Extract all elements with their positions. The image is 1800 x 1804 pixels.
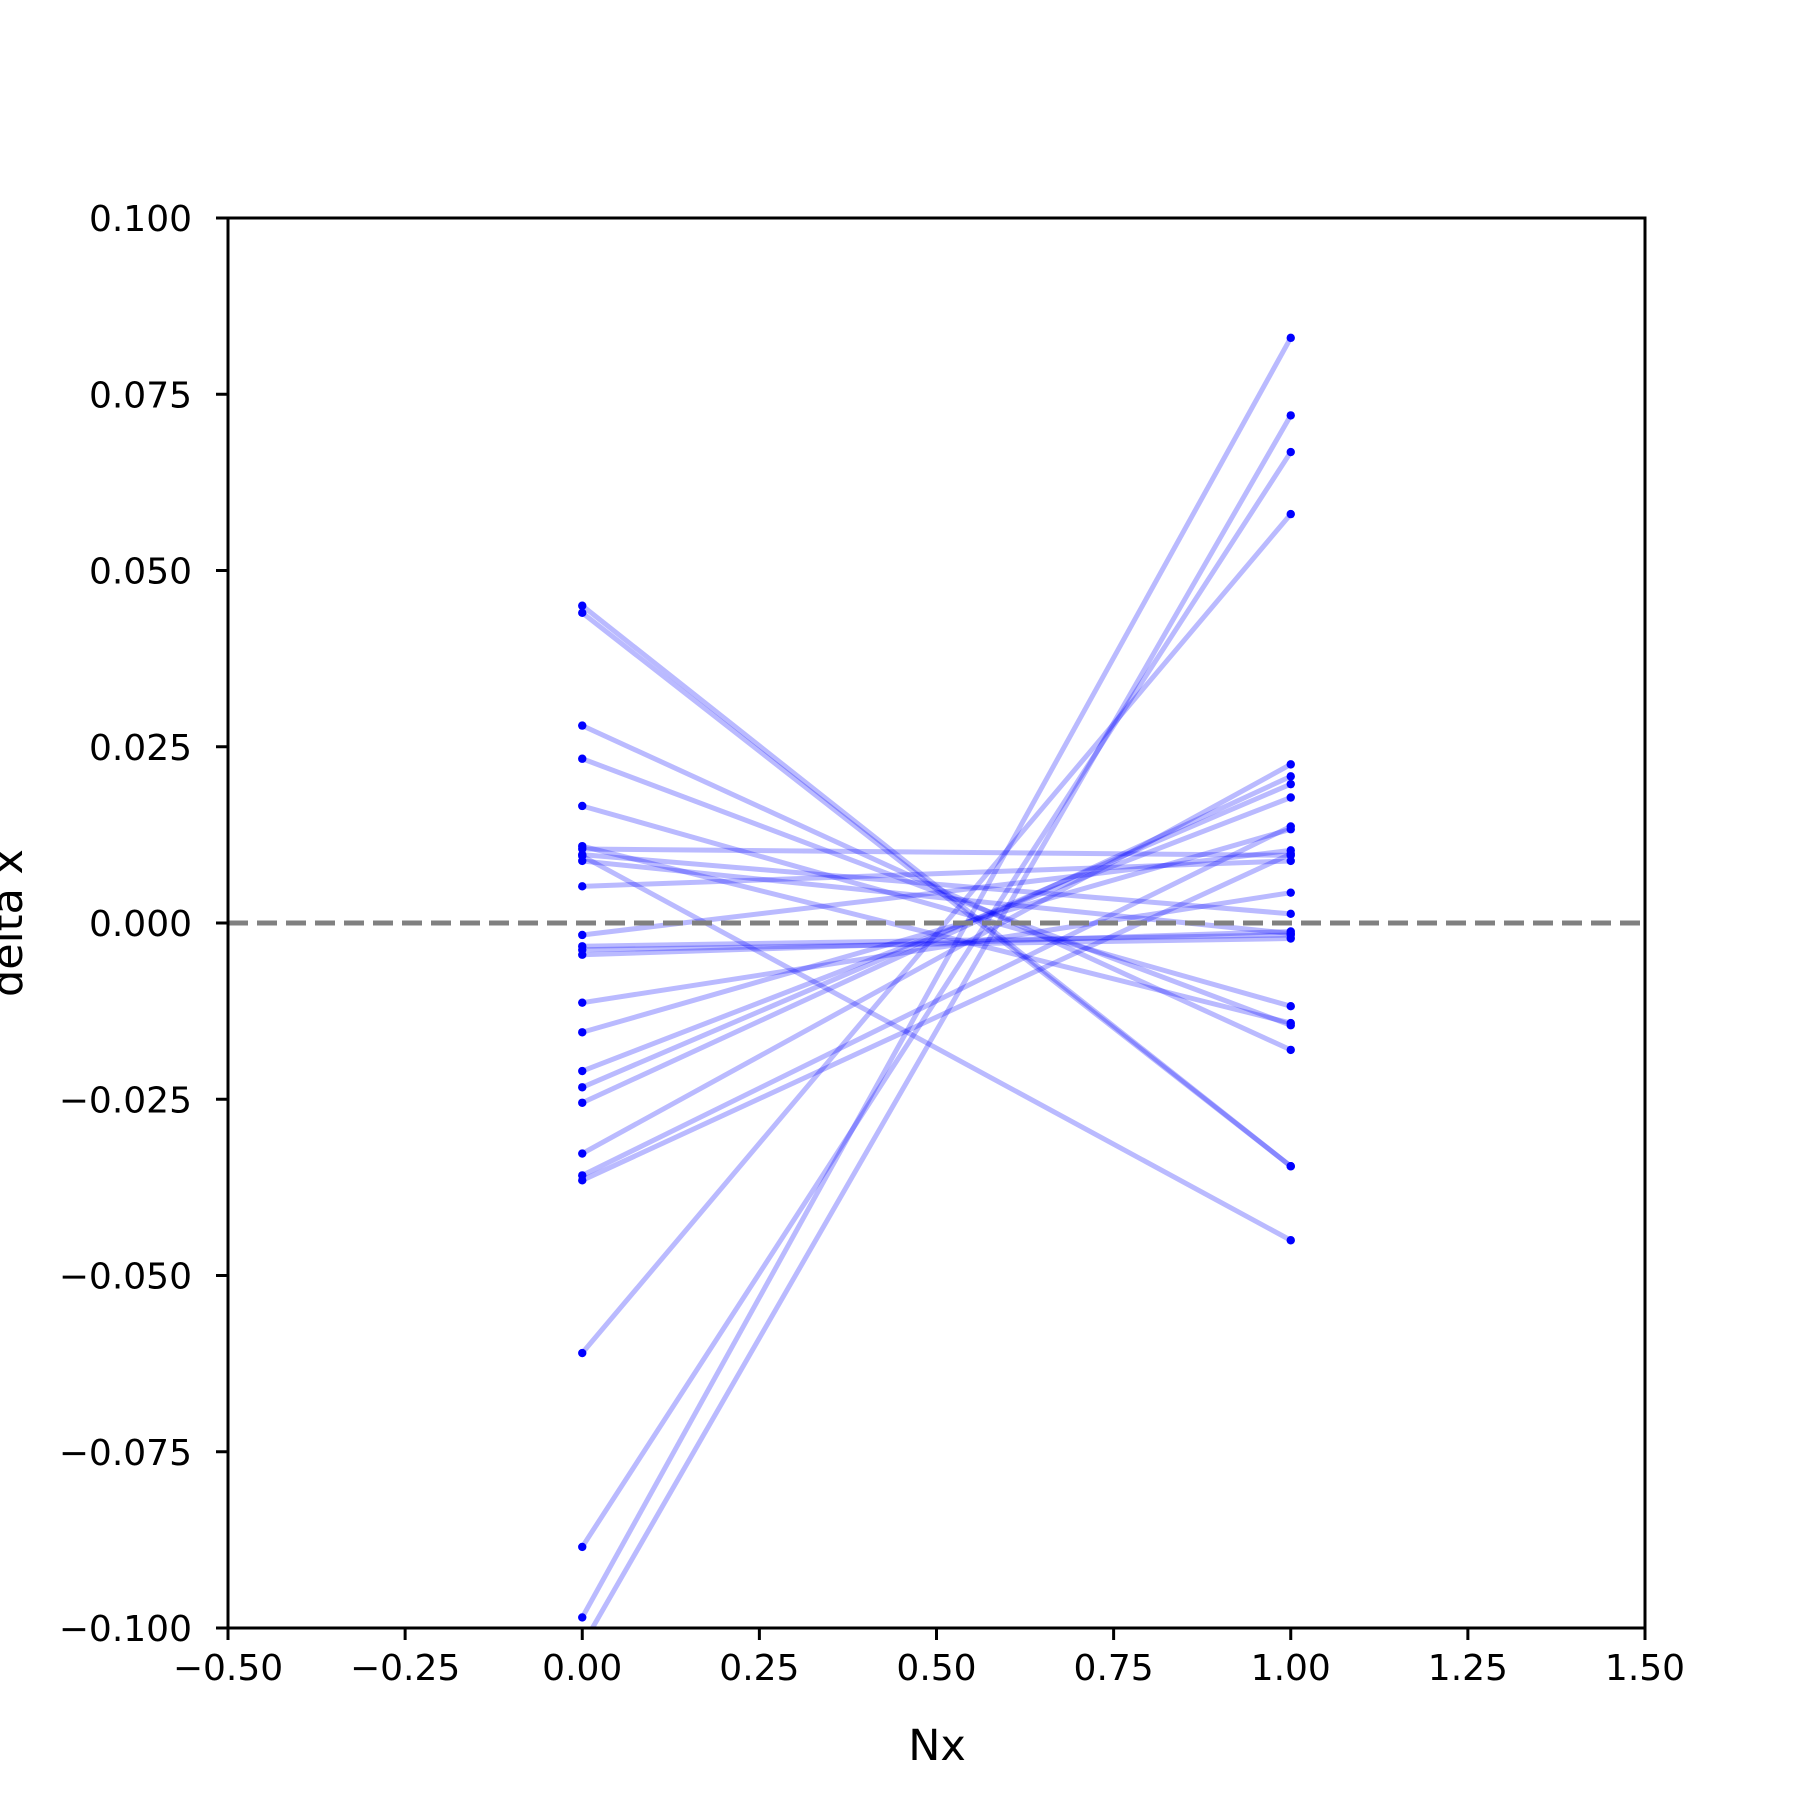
data-point-27-end: [1286, 1236, 1295, 1245]
data-point-14-end: [1286, 927, 1295, 936]
data-point-22-start: [578, 1176, 587, 1185]
data-point-17-start: [578, 1066, 587, 1076]
series-line-13: [582, 936, 1291, 953]
data-point-16-start: [578, 1028, 587, 1037]
series-line-19: [581, 774, 1292, 1106]
data-point-15-end: [1286, 888, 1295, 897]
y-tick-label: −0.100: [59, 1609, 192, 1650]
data-point-20-end: [1286, 760, 1295, 769]
data-point-23-end: [1286, 509, 1295, 519]
data-point-11-start: [578, 930, 587, 940]
y-tick-label: −0.025: [59, 1080, 192, 1121]
data-point-4-start: [578, 754, 587, 763]
series-line-1: [580, 603, 1293, 1169]
data-point-20-start: [578, 1149, 587, 1158]
data-point-3-end: [1286, 1045, 1295, 1055]
axis-ticks: −0.50 −0.25 0.00 0.25 0.50 0.75 1.00 1.25 1.50 0.…: [59, 199, 1685, 1689]
series-line-17: [581, 795, 1292, 1074]
data-point-1-start: [578, 601, 587, 610]
series-line-15: [581, 890, 1292, 1006]
data-point-26-end: [1286, 411, 1295, 420]
data-point-14-start: [578, 950, 587, 959]
data-point-10-end: [1286, 856, 1295, 866]
x-tick-label: 1.50: [1605, 1648, 1685, 1689]
series-line-24: [580, 450, 1293, 1549]
series-line-14: [582, 928, 1291, 958]
data-point-15-start: [578, 998, 587, 1007]
data-point-6-end: [1286, 1018, 1295, 1028]
y-tick-label: 0.075: [89, 375, 192, 416]
data-point-18-end: [1286, 779, 1295, 789]
data-point-18-start: [578, 1083, 587, 1092]
x-tick-label: 1.00: [1251, 1648, 1331, 1689]
series-line-10: [582, 858, 1291, 889]
data-point-24-end: [1286, 447, 1295, 457]
y-tick-label: −0.050: [59, 1257, 192, 1298]
series-line-18: [581, 781, 1292, 1090]
series-line-6: [581, 843, 1292, 1026]
x-tick-label: −0.50: [173, 1648, 283, 1689]
data-point-10-start: [578, 882, 587, 891]
series-line-25: [580, 336, 1293, 1619]
x-tick-label: 0.75: [1074, 1648, 1154, 1689]
plot-area: [228, 333, 1645, 1628]
data-point-22-end: [1286, 849, 1295, 859]
data-point-5-end: [1286, 1001, 1295, 1011]
x-tick-label: 0.25: [719, 1648, 799, 1689]
series-line-12: [582, 932, 1291, 949]
series-line-8: [582, 852, 1291, 917]
x-tick-label: 0.50: [896, 1648, 976, 1689]
series-line-22: [581, 851, 1292, 1183]
series-line-3: [581, 723, 1292, 1053]
data-point-21-end: [1286, 822, 1295, 831]
y-tick-label: −0.075: [59, 1433, 192, 1474]
data-point-19-start: [578, 1098, 587, 1107]
series-line-26: [589, 414, 1293, 1628]
series-line-23: [580, 512, 1293, 1355]
data-point-24-start: [578, 1542, 587, 1552]
data-point-3-start: [578, 721, 587, 730]
series-line-4: [581, 756, 1292, 1028]
data-point-13-end: [1286, 934, 1295, 943]
y-tick-label: 0.100: [89, 199, 192, 240]
data-point-27-start: [578, 851, 587, 861]
y-tick-label: 0.000: [89, 904, 192, 945]
y-tick-label: 0.050: [89, 552, 192, 593]
series-line-21: [581, 824, 1292, 1178]
series-line-5: [581, 803, 1292, 1009]
data-point-8-end: [1286, 909, 1295, 919]
data-point-2-end: [1286, 1162, 1295, 1171]
series-line-2: [580, 610, 1293, 1169]
x-tick-label: 0.00: [542, 1648, 622, 1689]
data-point-17-end: [1286, 793, 1295, 802]
data-point-19-end: [1286, 772, 1295, 781]
data-point-23-start: [578, 1348, 587, 1358]
x-tick-label: 1.25: [1428, 1648, 1508, 1689]
series-line-16: [581, 826, 1292, 1035]
data-point-2-start: [578, 608, 587, 617]
series-line-27: [581, 853, 1292, 1243]
x-tick-label: −0.25: [350, 1648, 460, 1689]
data-point-25-end: [1286, 333, 1295, 343]
data-point-25-start: [578, 1613, 587, 1622]
series-line-7: [582, 846, 1291, 858]
x-axis-label: Nx: [908, 1721, 966, 1771]
data-point-5-start: [578, 801, 587, 811]
series-line-20: [581, 762, 1292, 1156]
y-tick-label: 0.025: [89, 728, 192, 769]
y-axis-label: delta x: [0, 849, 33, 997]
